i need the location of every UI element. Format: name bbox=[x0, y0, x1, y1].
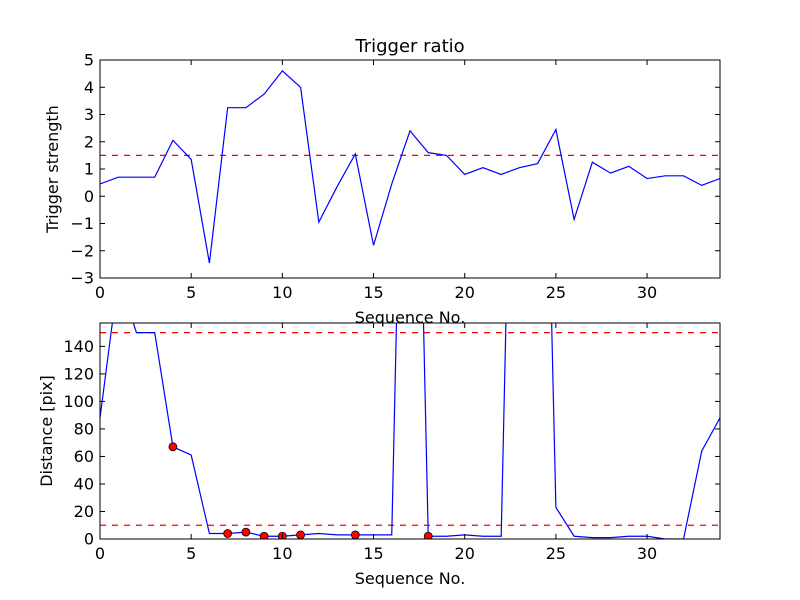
bottom-x-tick-label: 20 bbox=[455, 544, 475, 563]
bottom-marker-point bbox=[350, 530, 360, 539]
bottom-marker-point bbox=[423, 531, 433, 539]
top-y-tick-label: 3 bbox=[84, 105, 94, 124]
bottom-x-tick-label: 10 bbox=[272, 544, 292, 563]
bottom-y-tick-label: 140 bbox=[63, 337, 94, 356]
bottom-x-tick-label: 5 bbox=[186, 544, 196, 563]
top-y-tick-label: 5 bbox=[84, 51, 94, 70]
bottom-x-tick-label: 0 bbox=[95, 544, 105, 563]
top-chart-title: Trigger ratio bbox=[354, 36, 464, 57]
bottom-x-axis-label: Sequence No. bbox=[355, 569, 466, 588]
bottom-x-tick-label: 15 bbox=[363, 544, 383, 563]
top-x-tick-label: 25 bbox=[546, 283, 566, 302]
bottom-y-tick-label: 100 bbox=[63, 392, 94, 411]
top-y-tick-label: −2 bbox=[70, 241, 94, 260]
top-plot-area bbox=[100, 70, 720, 264]
bottom-marker-point bbox=[168, 442, 178, 452]
top-ticks: 0 5 10 15 20 25 30 −3 −2 −1 0 1 2 3 4 5 bbox=[70, 51, 720, 302]
bottom-y-tick-label: 120 bbox=[63, 364, 94, 383]
top-x-tick-label: 15 bbox=[363, 283, 383, 302]
bottom-x-tick-label: 25 bbox=[546, 544, 566, 563]
bottom-subplot: 0 5 10 15 20 25 30 0 20 40 60 80 100 120 140 Sequence … bbox=[37, 322, 721, 588]
top-y-tick-label: −3 bbox=[70, 269, 94, 288]
bottom-y-tick-label: 20 bbox=[74, 502, 94, 521]
top-y-tick-label: 1 bbox=[84, 160, 94, 179]
bottom-marker-point bbox=[296, 530, 305, 539]
top-x-axis-label: Sequence No. bbox=[355, 308, 466, 327]
top-x-tick-label: 20 bbox=[455, 283, 475, 302]
bottom-y-tick-label: 40 bbox=[74, 474, 94, 493]
top-x-tick-label: 30 bbox=[637, 283, 657, 302]
top-x-tick-label: 5 bbox=[186, 283, 196, 302]
bottom-marker-point bbox=[259, 531, 269, 539]
top-series-line-0 bbox=[100, 70, 720, 264]
top-y-tick-label: 0 bbox=[84, 187, 94, 206]
top-y-tick-label: 4 bbox=[84, 78, 94, 97]
bottom-plot-area bbox=[100, 323, 720, 539]
bottom-y-tick-label: 0 bbox=[84, 530, 94, 549]
top-subplot: Trigger ratio 0 5 10 15 20 25 30 −3 −2 −1 0 1 2 3 4 5 S… bbox=[43, 36, 721, 327]
bottom-y-tick-label: 60 bbox=[74, 447, 94, 466]
bottom-marker-point bbox=[223, 529, 233, 538]
bottom-y-tick-label: 80 bbox=[74, 419, 94, 438]
bottom-x-tick-label: 30 bbox=[637, 544, 657, 563]
bottom-y-axis-label: Distance [pix] bbox=[37, 375, 56, 487]
bottom-series-line-0 bbox=[100, 323, 720, 539]
top-x-tick-label: 0 bbox=[95, 283, 105, 302]
bottom-axes-frame bbox=[99, 322, 721, 540]
top-y-tick-label: 2 bbox=[84, 132, 94, 151]
bottom-marker-point bbox=[241, 527, 251, 537]
bottom-ticks: 0 5 10 15 20 25 30 0 20 40 60 80 100 120 140 bbox=[63, 323, 720, 563]
top-y-axis-label: Trigger strength bbox=[43, 105, 62, 234]
top-x-tick-label: 10 bbox=[272, 283, 292, 302]
top-y-tick-label: −1 bbox=[70, 214, 94, 233]
